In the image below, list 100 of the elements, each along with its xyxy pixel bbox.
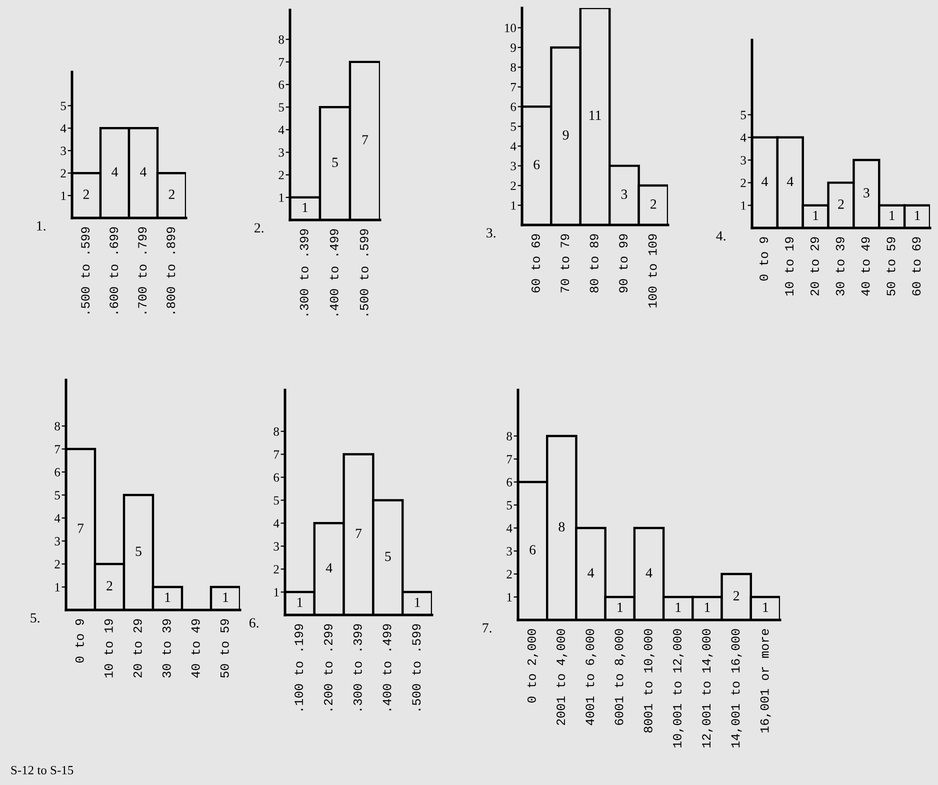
data-label: 2 xyxy=(650,199,656,209)
y-tick-label: 5 xyxy=(510,122,516,131)
y-tick-label: 7 xyxy=(279,58,284,66)
data-label: 4 xyxy=(326,563,332,572)
y-tick-label: 5 xyxy=(54,491,60,500)
y-tick-label: 1 xyxy=(274,588,279,596)
y-tick-label: 3 xyxy=(510,162,516,170)
x-tick-label: 20 to 29 xyxy=(133,619,142,678)
y-tick-label: 5 xyxy=(740,110,746,120)
y-tick-label: 1 xyxy=(61,192,66,200)
data-label: 2 xyxy=(83,190,89,199)
data-label: 2 xyxy=(733,591,740,600)
data-label: 2 xyxy=(838,199,844,209)
x-tick-label: 2001 to 4,000 xyxy=(556,629,568,725)
data-label: 1 xyxy=(415,598,420,607)
data-label: 2 xyxy=(106,581,112,590)
data-label: 1 xyxy=(676,602,681,612)
data-label: 4 xyxy=(588,568,594,578)
data-label: 1 xyxy=(890,210,894,220)
x-tick-label: 80 to 89 xyxy=(590,234,598,293)
data-label: 7 xyxy=(78,524,84,533)
text: 3. xyxy=(486,228,496,238)
x-tick-label: .400 to .499 xyxy=(330,229,338,316)
x-tick-label: 14,001 to 16,000 xyxy=(731,629,742,748)
data-label: 1 xyxy=(618,602,623,612)
x-tick-label: .100 to .199 xyxy=(294,624,304,710)
x-tick-label: 12,001 to 14,000 xyxy=(702,629,713,748)
x-tick-label: 0 to 2,000 xyxy=(527,629,538,703)
y-tick-label: 6 xyxy=(54,468,60,476)
data-label: 3 xyxy=(621,190,628,199)
data-label: 7 xyxy=(356,528,362,538)
y-tick-label: 3 xyxy=(274,542,279,551)
x-tick-label: 10 to 19 xyxy=(104,619,113,678)
x-tick-label: 20 to 29 xyxy=(810,237,819,296)
data-label: 7 xyxy=(362,135,368,144)
x-tick-label: 16,001 or more xyxy=(760,629,771,732)
data-label: 11 xyxy=(590,110,601,120)
y-tick-label: 3 xyxy=(506,547,512,556)
x-tick-label: 60 to 69 xyxy=(912,237,921,296)
y-tick-label: 4 xyxy=(510,142,516,150)
y-tick-label: 7 xyxy=(511,83,516,92)
data-label: 8 xyxy=(558,522,565,532)
y-tick-label: 5 xyxy=(60,102,66,110)
x-tick-label: 30 to 39 xyxy=(162,619,171,678)
data-label: 2 xyxy=(168,190,174,199)
y-tick-label: 7 xyxy=(507,455,512,464)
y-tick-label: 7 xyxy=(274,450,280,459)
y-tick-label: 4 xyxy=(506,524,512,532)
y-tick-label: 4 xyxy=(54,514,60,522)
x-tick-label: 50 to 59 xyxy=(886,237,896,296)
x-tick-label: 100 to 109 xyxy=(648,234,657,308)
y-tick-label: 8 xyxy=(274,427,279,436)
x-tick-label: 50 to 59 xyxy=(220,619,229,678)
text: 6. xyxy=(249,618,258,628)
text: 4. xyxy=(716,231,726,241)
y-tick-label: 5 xyxy=(274,496,279,505)
data-label: 1 xyxy=(302,202,308,212)
data-label: 6 xyxy=(530,545,536,554)
x-tick-label: .500 to .599 xyxy=(360,229,368,316)
y-tick-label: 6 xyxy=(506,478,512,486)
y-tick-label: 8 xyxy=(510,63,516,72)
x-tick-label: .500 to .599 xyxy=(81,227,90,314)
x-tick-label: .400 to .499 xyxy=(382,624,392,710)
text: 7. xyxy=(482,623,492,633)
x-tick-label: 10,001 to 12,000 xyxy=(672,629,684,748)
text: 5. xyxy=(30,613,40,623)
x-tick-label: .500 to .599 xyxy=(412,624,421,710)
y-tick-label: 6 xyxy=(278,80,284,89)
data-label: 6 xyxy=(534,160,540,170)
data-label: 1 xyxy=(763,602,768,612)
data-label: 1 xyxy=(915,210,920,220)
data-label: 5 xyxy=(136,546,142,556)
y-tick-label: 5 xyxy=(278,103,284,112)
y-tick-label: 4 xyxy=(273,519,280,528)
y-tick-label: 4 xyxy=(740,134,746,142)
y-tick-label: 8 xyxy=(54,422,60,430)
y-tick-label: 3 xyxy=(60,146,66,156)
y-tick-label: 5 xyxy=(506,501,512,510)
data-label: 5 xyxy=(332,158,338,168)
data-label: 4 xyxy=(140,167,147,176)
data-label: 1 xyxy=(813,210,818,220)
x-tick-label: 0 to 9 xyxy=(760,237,768,281)
y-tick-label: 1 xyxy=(511,201,516,210)
x-tick-label: 30 to 39 xyxy=(836,237,844,296)
text: 2. xyxy=(254,223,264,233)
y-tick-label: 9 xyxy=(510,44,516,52)
y-tick-label: 3 xyxy=(54,537,60,546)
data-label: 4 xyxy=(112,167,118,176)
y-tick-label: 1 xyxy=(55,583,60,592)
data-label: 1 xyxy=(165,592,170,602)
y-tick-label: 6 xyxy=(274,473,280,482)
x-tick-label: 10 to 19 xyxy=(785,237,794,296)
y-tick-label: 6 xyxy=(510,102,516,112)
x-tick-label: 70 to 79 xyxy=(560,234,570,292)
y-tick-label: 3 xyxy=(740,156,746,165)
data-label: 3 xyxy=(864,188,870,198)
y-tick-label: 2 xyxy=(274,565,279,574)
data-label: 9 xyxy=(562,130,569,140)
y-tick-label: 4 xyxy=(60,124,66,132)
y-tick-label: 2 xyxy=(278,170,284,180)
